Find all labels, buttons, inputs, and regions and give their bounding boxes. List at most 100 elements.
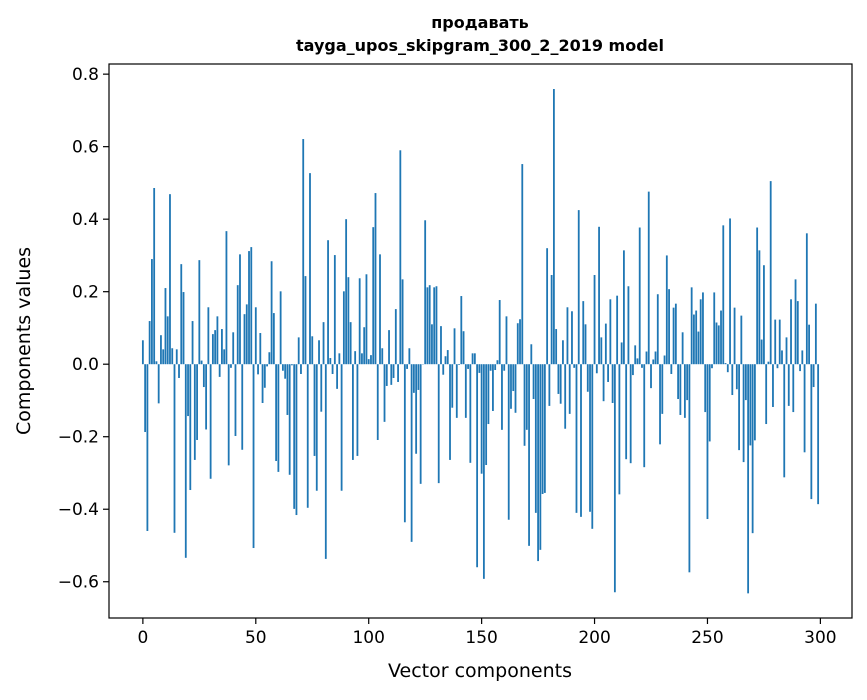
bar-69: [298, 337, 300, 364]
bar-138: [454, 328, 456, 364]
bar-63: [284, 364, 286, 379]
bar-13: [171, 348, 173, 364]
bar-295: [808, 325, 810, 365]
bar-291: [799, 364, 801, 371]
bar-59: [275, 364, 277, 461]
bar-121: [415, 364, 417, 454]
bar-35: [221, 329, 223, 364]
bar-264: [738, 364, 740, 450]
bar-12: [169, 194, 171, 364]
bar-84: [332, 364, 334, 374]
bar-254: [716, 323, 718, 365]
bar-39: [230, 364, 232, 368]
bar-42: [237, 285, 239, 364]
bar-242: [688, 364, 690, 572]
bar-22: [192, 321, 194, 364]
bar-253: [713, 292, 715, 364]
bar-120: [413, 364, 415, 393]
y-axis-label: Components values: [13, 247, 35, 435]
bar-101: [370, 355, 372, 364]
bar-60: [277, 364, 279, 472]
bar-173: [533, 364, 535, 399]
bar-198: [589, 364, 591, 512]
bar-144: [467, 364, 469, 369]
bar-107: [384, 364, 386, 422]
bar-274: [761, 340, 763, 365]
bar-225: [650, 364, 652, 388]
bar-298: [815, 304, 817, 365]
bar-89: [343, 291, 345, 364]
bar-137: [451, 364, 453, 408]
bar-129: [433, 287, 435, 364]
bar-180: [548, 364, 550, 406]
bar-85: [334, 255, 336, 364]
bar-163: [510, 364, 512, 409]
bar-214: [625, 364, 627, 459]
bar-27: [203, 364, 205, 387]
bar-58: [273, 313, 275, 364]
bar-154: [490, 364, 492, 371]
bar-212: [621, 342, 623, 364]
bar-201: [596, 364, 598, 373]
bar-268: [747, 364, 749, 593]
bar-142: [463, 331, 465, 364]
bar-229: [659, 364, 661, 444]
bar-116: [404, 364, 406, 522]
bar-261: [731, 364, 733, 395]
bar-165: [515, 364, 517, 413]
bar-271: [754, 364, 756, 440]
bar-134: [445, 356, 447, 364]
x-tick-label: 50: [245, 628, 267, 648]
bar-285: [786, 337, 788, 364]
bar-223: [646, 352, 648, 365]
bar-93: [352, 364, 354, 460]
bar-48: [250, 247, 252, 364]
bar-293: [804, 364, 806, 452]
bar-74: [309, 173, 311, 364]
bar-299: [817, 364, 819, 504]
bar-204: [603, 364, 605, 401]
bar-228: [657, 294, 659, 364]
y-tick-label: 0.6: [72, 138, 99, 158]
bar-33: [216, 316, 218, 364]
bar-145: [469, 364, 471, 463]
chart-subtitle: tayga_upos_skipgram_300_2_2019 model: [296, 36, 664, 55]
bar-100: [368, 359, 370, 364]
bar-202: [598, 227, 600, 364]
bar-267: [745, 364, 747, 400]
bar-218: [634, 345, 636, 364]
bar-67: [293, 364, 295, 509]
bar-250: [707, 364, 709, 519]
bar-40: [232, 332, 234, 364]
bar-41: [235, 364, 237, 436]
y-tick-label: 0.4: [72, 210, 99, 230]
bar-234: [670, 364, 672, 374]
bar-0: [142, 340, 144, 364]
bar-56: [268, 352, 270, 364]
bar-53: [262, 364, 264, 403]
bar-179: [546, 248, 548, 364]
bar-172: [530, 344, 532, 364]
bar-130: [436, 286, 438, 364]
bar-284: [783, 364, 785, 477]
bar-18: [183, 292, 185, 364]
bar-115: [402, 279, 404, 364]
bar-49: [253, 364, 255, 548]
bar-44: [241, 364, 243, 450]
bar-103: [375, 193, 377, 364]
bar-273: [759, 250, 761, 364]
bar-97: [361, 353, 363, 364]
bar-147: [474, 353, 476, 364]
bar-43: [239, 254, 241, 364]
bar-105: [379, 254, 381, 364]
y-tick-label: 0.0: [72, 355, 99, 375]
bar-230: [661, 364, 663, 414]
bar-270: [752, 364, 754, 533]
bar-24: [196, 364, 198, 440]
bar-233: [668, 289, 670, 364]
bar-262: [734, 308, 736, 365]
bar-189: [569, 364, 571, 414]
bar-83: [329, 358, 331, 364]
x-tick-label: 100: [352, 628, 384, 648]
bar-256: [720, 311, 722, 365]
